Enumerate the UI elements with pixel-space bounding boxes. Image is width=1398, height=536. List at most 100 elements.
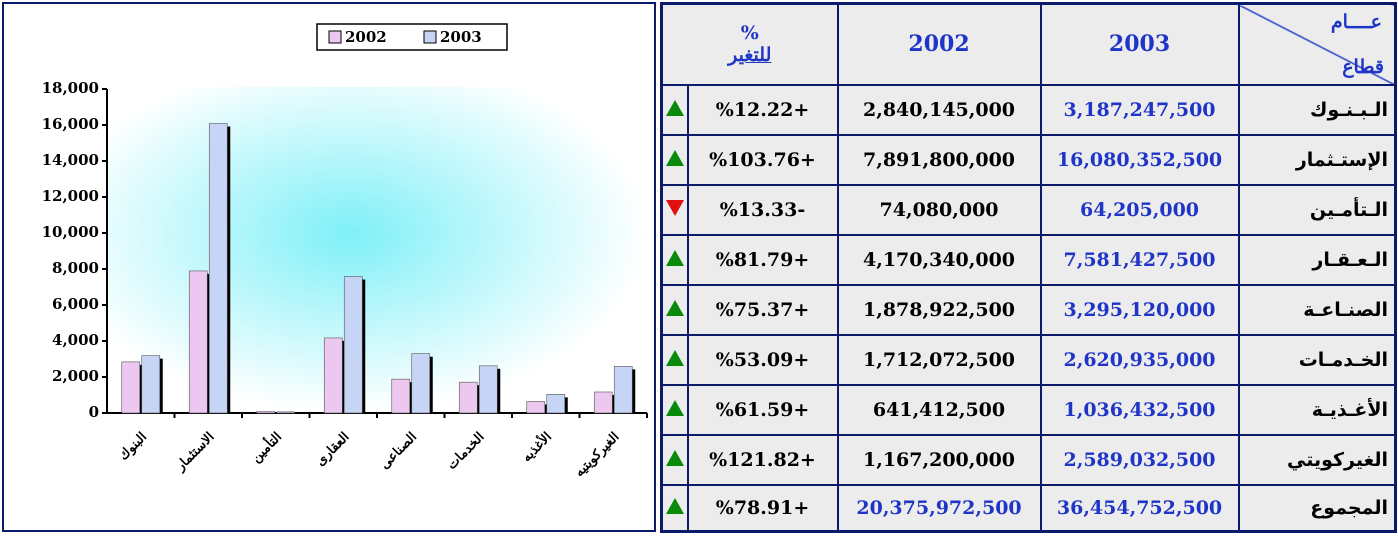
trend-icon <box>660 333 689 386</box>
value-2003-cell: 3,295,120,000 <box>1039 283 1240 336</box>
trend-arrow <box>665 249 684 266</box>
change-cell: %53.09+ <box>686 333 839 386</box>
sector-cell: الـتأمـين <box>1237 183 1397 236</box>
trend-arrow <box>665 149 684 166</box>
y-tick-label: 12,000 <box>42 187 99 205</box>
sector-cell: الـعـقـار <box>1237 233 1397 286</box>
value-2003-cell: 2,620,935,000 <box>1039 333 1240 386</box>
table-body: % للتغير 2002 2003 عــــام قطاع %12.22+ 2,… <box>660 2 1397 533</box>
change-cell-text: %121.82+ <box>709 448 816 471</box>
y-tick-label: 16,000 <box>42 115 99 133</box>
bar <box>546 394 566 414</box>
value-2003-cell-text: 2,620,935,000 <box>1063 348 1216 371</box>
value-2002-cell: 20,375,972,500 <box>836 483 1042 533</box>
value-2003-cell: 16,080,352,500 <box>1039 133 1240 186</box>
value-2002-cell-text: 74,080,000 <box>879 198 999 221</box>
value-2002-cell: 641,412,500 <box>836 383 1042 436</box>
value-2003-cell-text: 64,205,000 <box>1080 198 1200 221</box>
header-cell: 2003 <box>1039 2 1240 86</box>
value-2002-cell-text: 2,840,145,000 <box>862 98 1016 121</box>
trend-arrow <box>665 497 684 514</box>
value-2002-cell: 1,167,200,000 <box>836 433 1042 486</box>
value-2002-cell-text: 1,167,200,000 <box>862 448 1016 471</box>
trend-arrow <box>665 299 684 316</box>
bar <box>526 401 546 414</box>
y-tick-label: 8,000 <box>52 259 99 277</box>
value-2003-cell-text: 3,187,247,500 <box>1063 98 1216 121</box>
sector-cell-text: الصنـاعـة <box>1303 298 1389 321</box>
y-tick-label: 14,000 <box>42 151 99 169</box>
value-2002-cell: 4,170,340,000 <box>836 233 1042 286</box>
header-row: % للتغير 2002 2003 عــــام قطاع <box>660 2 1397 86</box>
table-row: %61.59+ 641,412,500 1,036,432,500 الأغـذيـة <box>660 383 1397 436</box>
value-2003-cell-text: 36,454,752,500 <box>1056 496 1223 519</box>
value-2003-cell: 1,036,432,500 <box>1039 383 1240 436</box>
header-text: % <box>740 22 759 45</box>
trend-arrow <box>665 99 684 116</box>
sector-cell: الأغـذيـة <box>1237 383 1397 436</box>
change-cell: %75.37+ <box>686 283 839 336</box>
header-text: للتغير <box>728 44 772 67</box>
value-2003-cell-text: 2,589,032,500 <box>1063 448 1216 471</box>
table-row: %53.09+ 1,712,072,500 2,620,935,000 الخـدمـ… <box>660 333 1397 386</box>
value-2002-cell-text: 4,170,340,000 <box>862 248 1016 271</box>
bar <box>478 365 498 414</box>
header-text: قطاع <box>1342 55 1385 78</box>
sector-cell: الغيركويتي <box>1237 433 1397 486</box>
sector-cell-text: الـتأمـين <box>1309 198 1389 221</box>
change-cell-text: %78.91+ <box>715 496 810 519</box>
table-row: %75.37+ 1,878,922,500 3,295,120,000 الصنـاع… <box>660 283 1397 336</box>
trend-icon <box>660 283 689 336</box>
y-tick-label: 18,000 <box>42 79 99 97</box>
change-cell-text: %81.79+ <box>715 248 810 271</box>
bar <box>121 361 141 414</box>
header-text: عــــام <box>1330 11 1383 33</box>
change-cell: %61.59+ <box>686 383 839 436</box>
value-2003-cell-text: 1,036,432,500 <box>1063 398 1216 421</box>
chart: 0 2,000 4,000 6,000 8,000 10,000 12,000 14,000 1… <box>2 2 656 532</box>
trend-arrow <box>665 349 684 366</box>
y-tick-label: 2,000 <box>52 367 99 385</box>
bar <box>276 411 296 414</box>
value-2002-cell-text: 1,878,922,500 <box>862 298 1016 321</box>
value-2002-cell-text: 641,412,500 <box>872 398 1006 421</box>
sector-cell-text: الـبـنـوك <box>1310 98 1389 121</box>
bar <box>208 123 228 414</box>
change-cell: %103.76+ <box>686 133 839 186</box>
table-row: %12.22+ 2,840,145,000 3,187,247,500 الـبـنـ… <box>660 83 1397 136</box>
trend-icon <box>660 433 689 486</box>
change-cell-text: %53.09+ <box>715 348 810 371</box>
trend-icon <box>660 183 689 236</box>
trend-arrow <box>665 199 684 216</box>
value-2002-cell: 7,891,800,000 <box>836 133 1042 186</box>
bar <box>613 366 633 414</box>
trend-arrow <box>665 449 684 466</box>
y-tick-label: 10,000 <box>42 223 99 241</box>
bar <box>343 276 363 414</box>
change-cell-text: %103.76+ <box>709 148 816 171</box>
value-2003-cell: 64,205,000 <box>1039 183 1240 236</box>
change-cell-text: %12.22+ <box>715 98 810 121</box>
sector-cell: الصنـاعـة <box>1237 283 1397 336</box>
trend-arrow <box>665 399 684 416</box>
change-cell: %78.91+ <box>686 483 839 533</box>
change-cell-text: %13.33- <box>719 198 806 221</box>
sector-cell: الإستـثمار <box>1237 133 1397 186</box>
change-cell: %121.82+ <box>686 433 839 486</box>
bar <box>593 391 613 414</box>
change-cell: %13.33- <box>686 183 839 236</box>
change-cell-text: %61.59+ <box>715 398 810 421</box>
trend-icon <box>660 83 689 136</box>
table-row: %81.79+ 4,170,340,000 7,581,427,500 الـعـقـ… <box>660 233 1397 286</box>
sector-cell-text: الإستـثمار <box>1295 148 1389 171</box>
legend-label: 2002 <box>345 28 387 46</box>
trend-icon <box>660 133 689 186</box>
total-row: %78.91+ 20,375,972,500 36,454,752,500 المجم… <box>660 483 1397 533</box>
table: % للتغير 2002 2003 عــــام قطاع %12.22+ 2,… <box>660 2 1398 533</box>
trend-icon <box>660 383 689 436</box>
y-tick-label: 0 <box>89 403 99 421</box>
sector-cell: المجموع <box>1237 483 1397 533</box>
bar <box>458 381 478 414</box>
y-tick-label: 4,000 <box>52 331 99 349</box>
